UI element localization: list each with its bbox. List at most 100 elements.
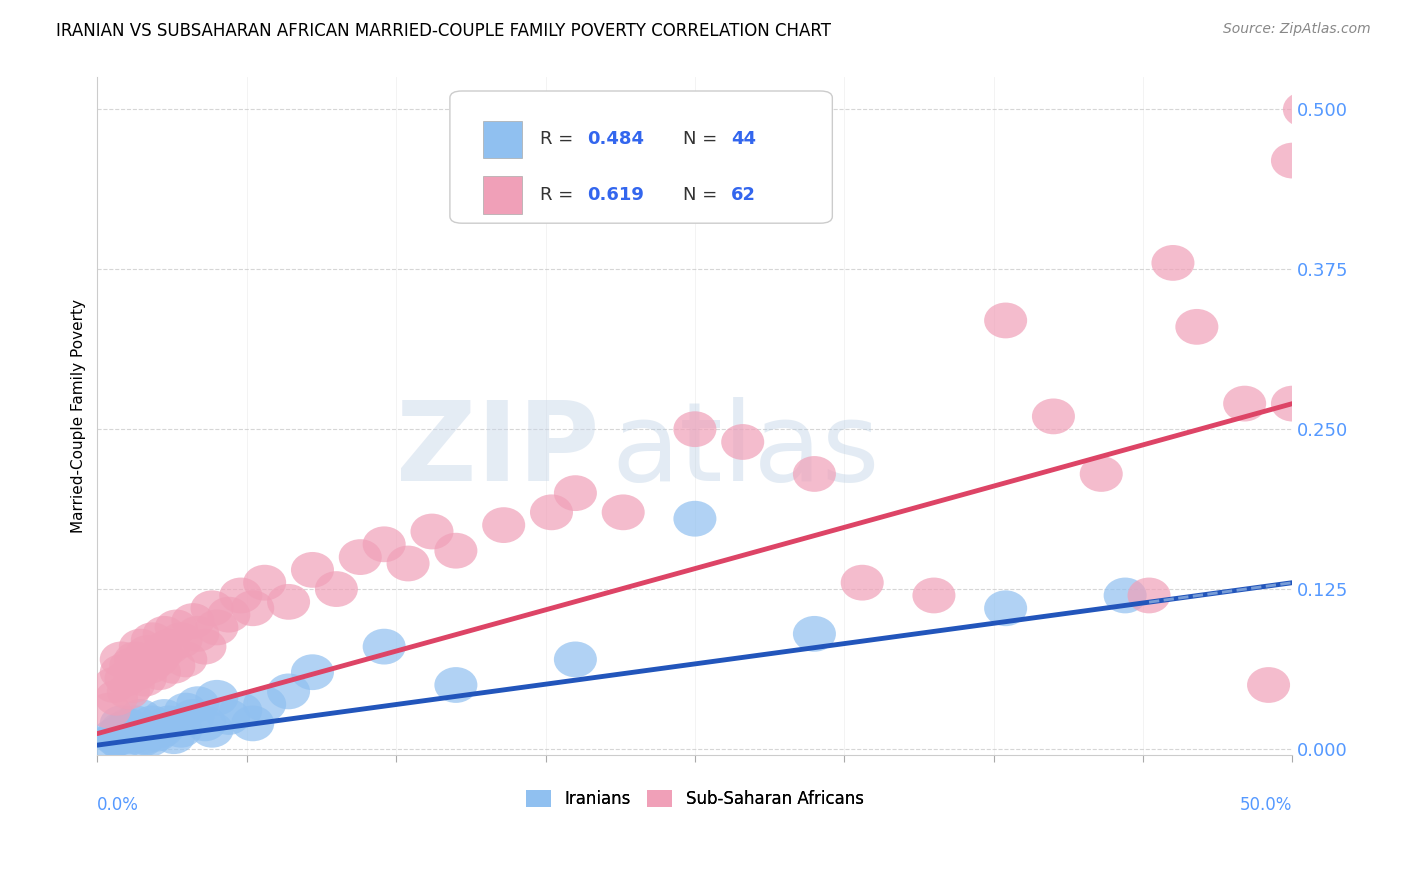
Ellipse shape	[100, 724, 143, 761]
Ellipse shape	[87, 724, 131, 761]
Ellipse shape	[387, 546, 430, 582]
Ellipse shape	[183, 629, 226, 665]
Ellipse shape	[100, 641, 143, 677]
Ellipse shape	[339, 539, 382, 575]
FancyBboxPatch shape	[450, 91, 832, 223]
Ellipse shape	[141, 712, 183, 747]
Ellipse shape	[87, 693, 131, 729]
Text: IRANIAN VS SUBSAHARAN AFRICAN MARRIED-COUPLE FAMILY POVERTY CORRELATION CHART: IRANIAN VS SUBSAHARAN AFRICAN MARRIED-CO…	[56, 22, 831, 40]
Ellipse shape	[96, 721, 138, 756]
Ellipse shape	[219, 693, 263, 729]
Ellipse shape	[128, 648, 172, 684]
Ellipse shape	[231, 591, 274, 626]
Ellipse shape	[231, 706, 274, 741]
Ellipse shape	[141, 635, 183, 671]
Ellipse shape	[176, 616, 219, 652]
Ellipse shape	[172, 603, 215, 639]
Text: 50.0%: 50.0%	[1240, 796, 1292, 814]
Ellipse shape	[110, 648, 152, 684]
Ellipse shape	[219, 577, 263, 614]
Ellipse shape	[96, 680, 138, 715]
Ellipse shape	[114, 706, 157, 741]
Text: N =: N =	[683, 130, 723, 148]
Ellipse shape	[1175, 309, 1219, 345]
Ellipse shape	[912, 577, 956, 614]
Text: 0.484: 0.484	[588, 130, 644, 148]
Ellipse shape	[159, 712, 202, 747]
Ellipse shape	[127, 712, 169, 747]
Text: 62: 62	[731, 186, 756, 204]
Y-axis label: Married-Couple Family Poverty: Married-Couple Family Poverty	[72, 300, 86, 533]
Text: ZIP: ZIP	[396, 397, 599, 504]
Ellipse shape	[117, 655, 159, 690]
Ellipse shape	[124, 661, 167, 697]
Ellipse shape	[120, 629, 162, 665]
FancyBboxPatch shape	[484, 177, 522, 214]
Legend: Iranians, Sub-Saharan Africans: Iranians, Sub-Saharan Africans	[519, 783, 870, 814]
Ellipse shape	[131, 623, 174, 658]
Ellipse shape	[93, 718, 135, 754]
Ellipse shape	[793, 456, 837, 491]
Ellipse shape	[135, 641, 179, 677]
Text: 44: 44	[731, 130, 756, 148]
Ellipse shape	[155, 609, 198, 645]
Ellipse shape	[148, 706, 191, 741]
Ellipse shape	[100, 655, 143, 690]
Ellipse shape	[673, 500, 717, 537]
Ellipse shape	[243, 565, 287, 600]
Text: 0.619: 0.619	[588, 186, 644, 204]
Ellipse shape	[243, 686, 287, 723]
Ellipse shape	[1152, 245, 1195, 281]
Ellipse shape	[152, 718, 195, 754]
Ellipse shape	[434, 533, 478, 568]
Ellipse shape	[530, 494, 574, 530]
Ellipse shape	[554, 475, 598, 511]
Ellipse shape	[176, 686, 219, 723]
Ellipse shape	[1271, 385, 1315, 422]
Ellipse shape	[172, 699, 215, 735]
Ellipse shape	[124, 718, 167, 754]
Text: N =: N =	[683, 186, 723, 204]
Ellipse shape	[93, 667, 135, 703]
Ellipse shape	[152, 648, 195, 684]
Ellipse shape	[1223, 385, 1267, 422]
Ellipse shape	[1271, 143, 1315, 178]
Ellipse shape	[165, 641, 207, 677]
Ellipse shape	[159, 623, 202, 658]
Ellipse shape	[114, 641, 157, 677]
Ellipse shape	[191, 712, 233, 747]
Ellipse shape	[131, 706, 174, 741]
Text: R =: R =	[540, 186, 578, 204]
Ellipse shape	[104, 661, 148, 697]
Ellipse shape	[363, 526, 406, 562]
Ellipse shape	[984, 591, 1028, 626]
Ellipse shape	[117, 712, 159, 747]
Ellipse shape	[104, 712, 148, 747]
Ellipse shape	[195, 680, 239, 715]
Ellipse shape	[363, 629, 406, 665]
Ellipse shape	[721, 424, 765, 460]
Ellipse shape	[267, 673, 311, 709]
Ellipse shape	[207, 597, 250, 632]
Ellipse shape	[121, 721, 165, 756]
Ellipse shape	[97, 715, 141, 752]
FancyBboxPatch shape	[484, 120, 522, 158]
Ellipse shape	[183, 706, 226, 741]
Ellipse shape	[135, 715, 179, 752]
Ellipse shape	[482, 508, 526, 543]
Ellipse shape	[1032, 399, 1076, 434]
Ellipse shape	[315, 571, 359, 607]
Ellipse shape	[107, 673, 150, 709]
Ellipse shape	[195, 609, 239, 645]
Ellipse shape	[207, 699, 250, 735]
Ellipse shape	[120, 699, 162, 735]
Ellipse shape	[291, 655, 335, 690]
Ellipse shape	[111, 718, 155, 754]
Ellipse shape	[793, 616, 837, 652]
Text: atlas: atlas	[612, 397, 880, 504]
Ellipse shape	[148, 629, 191, 665]
Ellipse shape	[127, 635, 169, 671]
Ellipse shape	[107, 708, 150, 744]
Ellipse shape	[143, 616, 186, 652]
Ellipse shape	[1282, 92, 1326, 128]
